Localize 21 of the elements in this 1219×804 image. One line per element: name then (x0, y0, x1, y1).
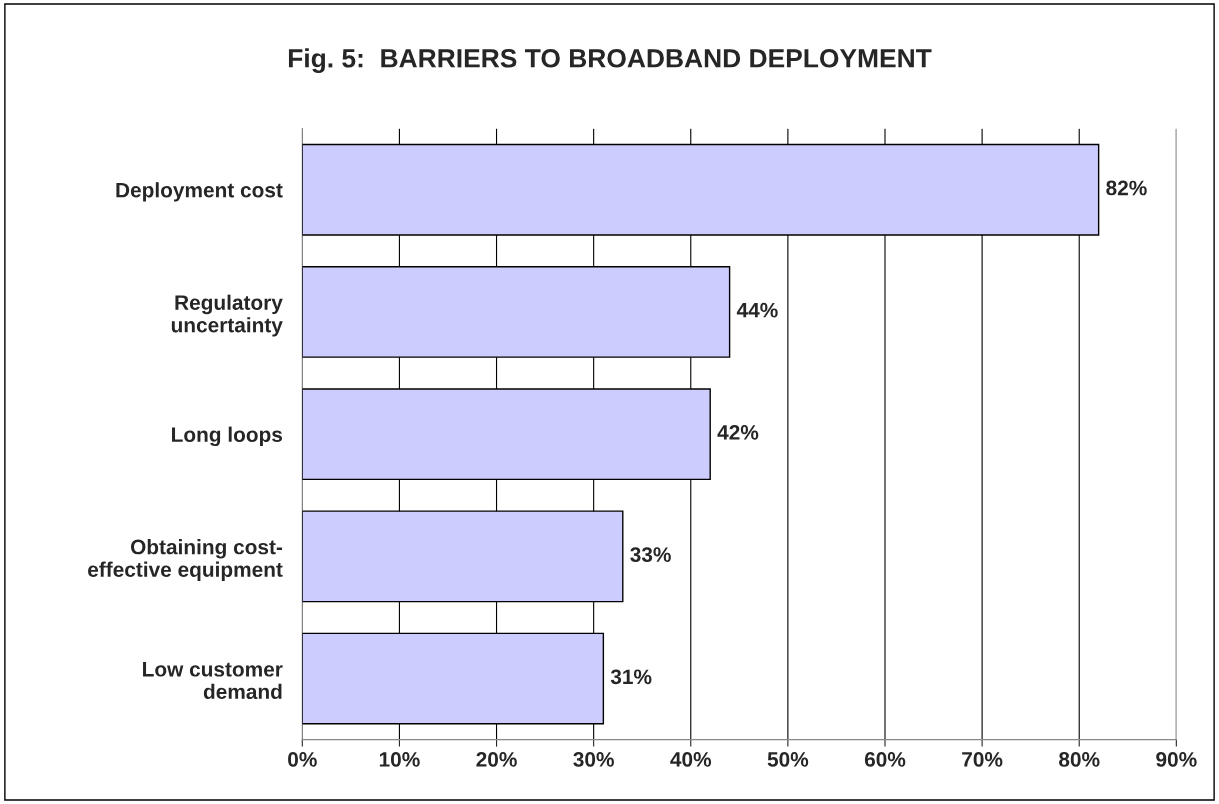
x-tick-label: 70% (962, 752, 1003, 767)
y-tick-label: Obtaining cost- effective equipment (88, 539, 283, 582)
y-tick-label: Low customer demand (143, 662, 283, 700)
data-label: 42% (717, 425, 759, 440)
x-tick-label: 50% (767, 752, 809, 767)
chart-title: Fig. 5: BARRIERS TO BROADBAND DEPLOYMENT (288, 48, 932, 73)
y-tick-label: Deployment cost (116, 182, 283, 202)
x-tick-label: 40% (670, 752, 712, 767)
data-label: 33% (630, 547, 671, 562)
y-tick-label: Long loops (172, 426, 283, 447)
data-label: 82% (1106, 180, 1147, 196)
y-tick-label: Regulatory uncertainty (171, 294, 283, 337)
data-label: 44% (736, 302, 778, 318)
x-tick-label: 30% (573, 752, 614, 767)
x-tick-label: 90% (1156, 752, 1197, 767)
x-tick-label: 10% (379, 752, 420, 767)
x-tick-label: 0% (288, 752, 317, 767)
data-label: 31% (610, 669, 652, 685)
x-tick-label: 60% (864, 752, 906, 767)
x-tick-label: 20% (476, 752, 517, 767)
x-tick-label: 80% (1059, 752, 1100, 767)
